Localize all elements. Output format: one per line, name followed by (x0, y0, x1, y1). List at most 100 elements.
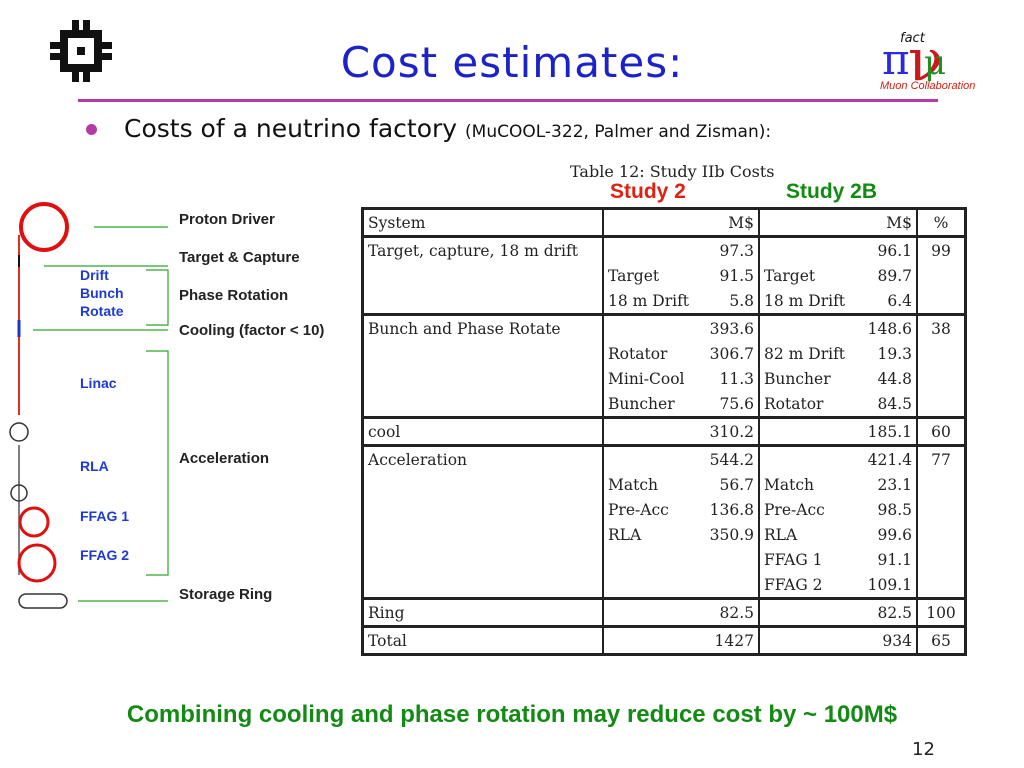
pct-cell (916, 522, 966, 547)
pct-cell (916, 366, 966, 391)
s2-cell: 82.5 (602, 597, 759, 627)
s2b-cell: 18 m Drift 6.4 (758, 288, 917, 315)
s2b-cell: Target 89.7 (758, 263, 917, 288)
table-subrow: Target 91.5 Target 89.7 (363, 263, 966, 288)
s2-item-name: RLA (608, 525, 642, 544)
system-name: Acceleration (368, 450, 468, 469)
table-row: Bunch and Phase Rotate 393.6 148.6 38 (362, 313, 966, 341)
cost-table-body: System M$ M$% Target, capture, 18 m drift 97… (362, 208, 966, 655)
system-cell: Ring (362, 597, 603, 627)
s2b-item: Target 89.7 (764, 267, 912, 285)
table-header-row: System M$ M$% (363, 208, 966, 237)
s2-total: 544.2 (709, 450, 754, 469)
s2b-total: 185.1 (867, 422, 912, 441)
table-subrow: 18 m Drift 5.8 18 m Drift 6.4 (363, 288, 966, 315)
s2-cell: Mini-Cool 11.3 (602, 366, 759, 391)
s2-total: 1427 (714, 631, 754, 650)
header-text: M$ (886, 213, 912, 232)
s2-cell: Match 56.7 (602, 472, 759, 497)
header-text: M$ (728, 213, 754, 232)
s2b-total: 934 (882, 631, 912, 650)
label-ffag2: FFAG 2 (80, 547, 130, 563)
s2b-item-name: Buncher (764, 369, 831, 388)
s2b-cell: RLA 99.6 (758, 522, 917, 547)
pct-cell (916, 391, 966, 418)
pct-cell: 77 (916, 444, 966, 472)
s2b-item-value: 91.1 (877, 550, 912, 569)
system-cell (363, 497, 604, 522)
table-caption: Table 12: Study IIb Costs (570, 162, 775, 181)
logo-caption: Muon Collaboration (880, 80, 976, 92)
table-subrow: Buncher 75.6 Rotator 84.5 (363, 391, 966, 418)
s2-item-value: 11.3 (719, 369, 754, 388)
table-subrow: FFAG 2 109.1 (363, 572, 966, 599)
s2-item-value: 306.7 (709, 344, 754, 363)
s2-total: 310.2 (709, 422, 754, 441)
system-name: cool (368, 422, 401, 441)
system-cell (363, 263, 604, 288)
bullet-dot (86, 124, 97, 135)
system-cell (363, 522, 604, 547)
label-linac: Linac (80, 375, 117, 391)
s2b-item-value: 6.4 (887, 291, 912, 310)
table-row: Acceleration 544.2 421.4 77 (362, 444, 966, 472)
pct-value: 38 (931, 319, 951, 338)
s2b-item-value: 44.8 (877, 369, 912, 388)
s2b-item: 82 m Drift 19.3 (764, 345, 912, 363)
s2b-total: 148.6 (867, 319, 912, 338)
s2-item-name: Mini-Cool (608, 369, 685, 388)
s2b-cell: Rotator 84.5 (758, 391, 917, 418)
pct-value: 99 (931, 241, 951, 260)
s2b-item-value: 84.5 (877, 394, 912, 413)
label-acceleration: Acceleration (179, 450, 270, 467)
accelerator-layout-diagram (9, 202, 169, 609)
label-ffag1: FFAG 1 (80, 508, 130, 524)
s2b-item: FFAG 2 109.1 (764, 576, 912, 594)
study2-label: Study 2 (610, 180, 686, 203)
s2b-item: Match 23.1 (764, 476, 912, 494)
table-subrow: Pre-Acc 136.8 Pre-Acc 98.5 (363, 497, 966, 522)
s2b-item-value: 23.1 (877, 475, 912, 494)
table-subrow: Match 56.7 Match 23.1 (363, 472, 966, 497)
s2-item-value: 56.7 (719, 475, 754, 494)
header-cell: M$ (758, 208, 917, 237)
pct-cell: 99 (916, 235, 966, 263)
system-cell: Target, capture, 18 m drift (362, 235, 603, 263)
s2b-item-value: 98.5 (877, 500, 912, 519)
s2-cell: 18 m Drift 5.8 (602, 288, 759, 315)
s2-cell: 393.6 (602, 313, 759, 341)
table-subrow: RLA 350.9 RLA 99.6 (363, 522, 966, 547)
s2b-item-name: FFAG 2 (764, 575, 823, 594)
s2b-item-name: Match (764, 475, 815, 494)
system-name: Bunch and Phase Rotate (368, 319, 561, 338)
pct-cell (916, 472, 966, 497)
s2b-cell: 82.5 (758, 597, 917, 627)
pct-cell: 65 (916, 625, 966, 655)
s2-item-name: Rotator (608, 344, 668, 363)
s2-item-name: Pre-Acc (608, 500, 669, 519)
pct-cell (916, 263, 966, 288)
s2-cell: Pre-Acc 136.8 (602, 497, 759, 522)
s2b-item-value: 109.1 (867, 575, 912, 594)
s2b-item: 18 m Drift 6.4 (764, 292, 912, 310)
s2b-item: RLA 99.6 (764, 526, 912, 544)
s2-item: 18 m Drift 5.8 (608, 292, 754, 310)
table-row: Total 1427 934 65 (362, 625, 966, 655)
system-cell (363, 366, 604, 391)
s2b-total: 82.5 (877, 603, 912, 622)
s2b-item-name: FFAG 1 (764, 550, 823, 569)
s2b-cell: FFAG 1 91.1 (758, 547, 917, 572)
s2b-item-name: Target (764, 266, 816, 285)
s2b-cell: 148.6 (758, 313, 917, 341)
s2b-total: 96.1 (877, 241, 912, 260)
footer-note: Combining cooling and phase rotation may… (126, 701, 898, 728)
table-row: Target, capture, 18 m drift 97.3 96.1 99 (362, 235, 966, 263)
s2-cell: Target 91.5 (602, 263, 759, 288)
label-proton-driver: Proton Driver (179, 211, 275, 228)
cost-table: System M$ M$% Target, capture, 18 m drift 97… (361, 207, 967, 656)
svg-text:π: π (882, 35, 910, 82)
s2-cell: 544.2 (602, 444, 759, 472)
logo-fact-text: fact (900, 31, 926, 46)
s2b-total: 421.4 (867, 450, 912, 469)
s2b-cell: Pre-Acc 98.5 (758, 497, 917, 522)
